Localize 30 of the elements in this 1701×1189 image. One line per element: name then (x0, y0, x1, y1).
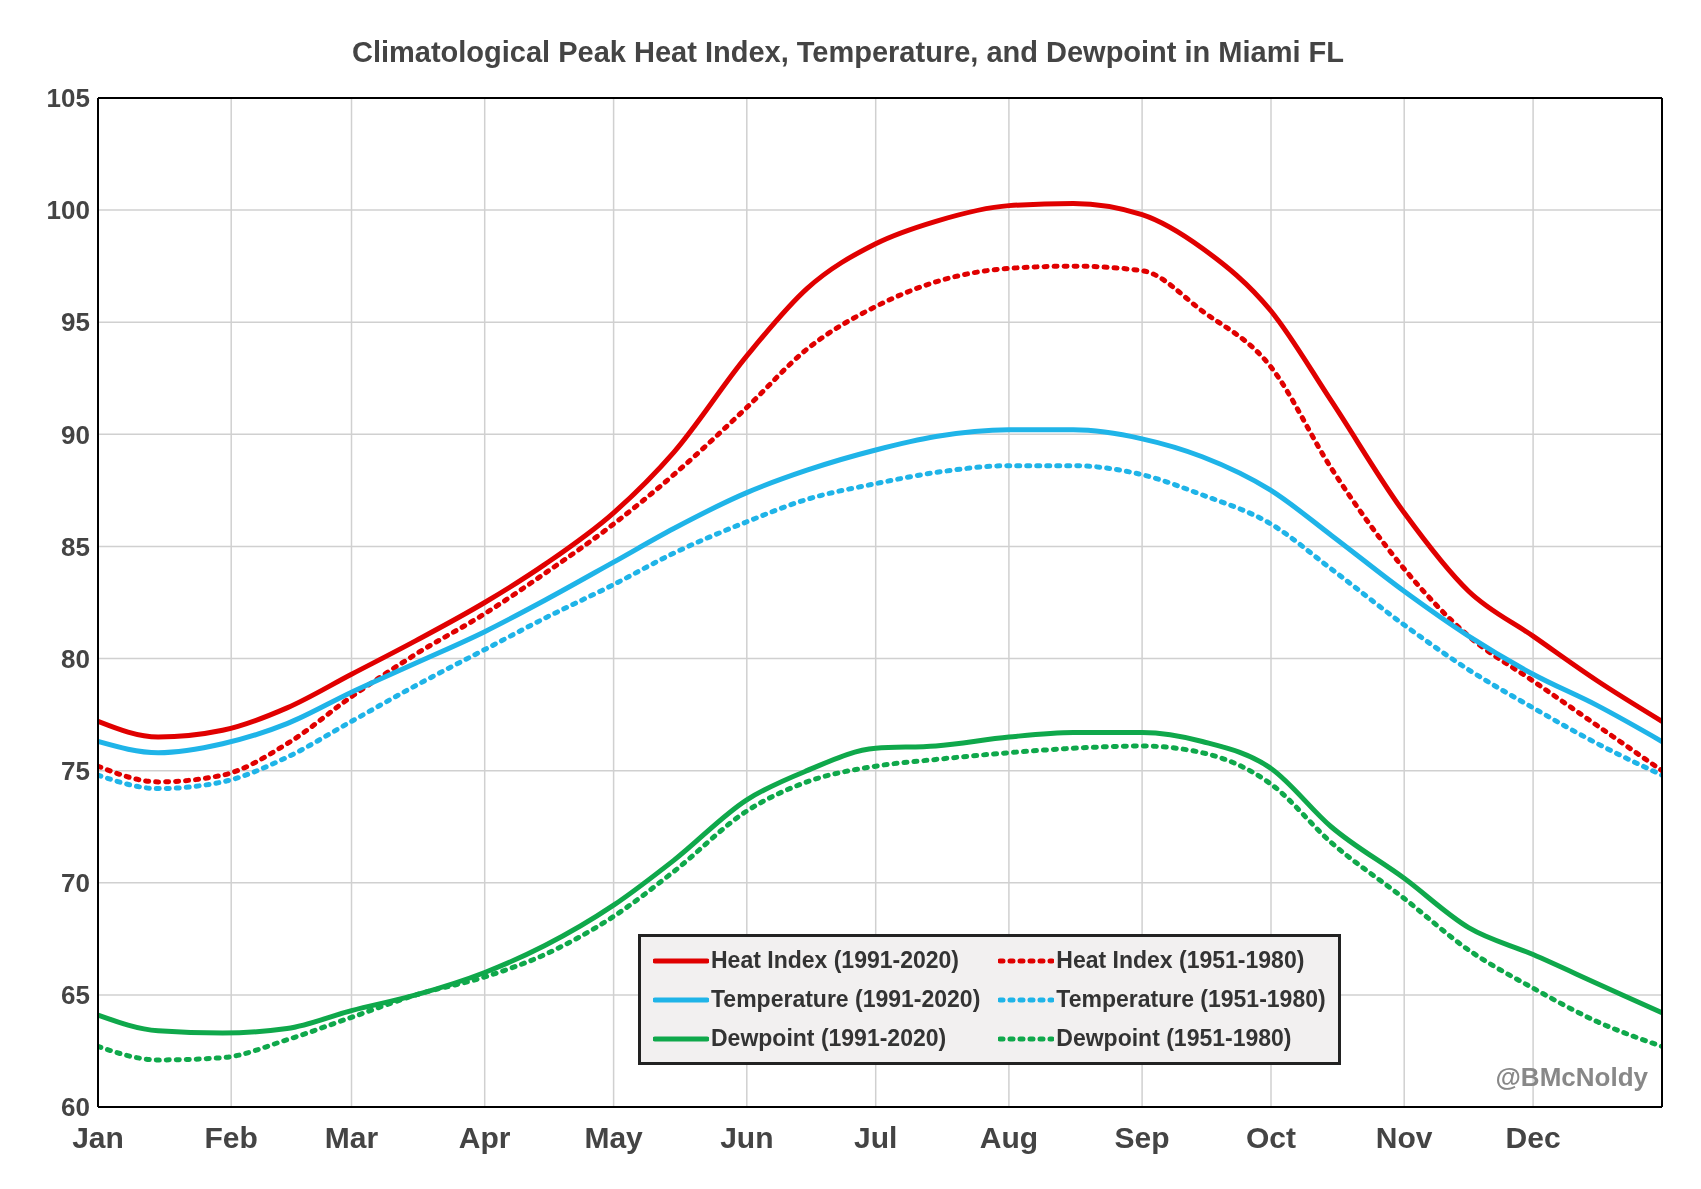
y-tick-label: 75 (61, 755, 90, 786)
x-tick-label: May (584, 1121, 644, 1155)
legend-label: Dewpoint (1991-2020) (711, 1025, 947, 1052)
y-tick-label: 70 (61, 868, 90, 899)
y-tick-label: 65 (61, 980, 90, 1011)
y-tick-label: 90 (61, 419, 90, 450)
y-tick-label: 105 (46, 83, 90, 114)
legend-label: Temperature (1951-1980) (1056, 986, 1326, 1013)
y-tick-label: 60 (61, 1092, 90, 1123)
x-tick-label: Oct (1245, 1121, 1297, 1155)
y-tick-label: 100 (46, 195, 90, 226)
y-tick-label: 85 (61, 531, 90, 562)
legend-label: Heat Index (1951-1980) (1056, 947, 1305, 974)
x-tick-label: Dec (1505, 1121, 1561, 1155)
x-tick-label: Nov (1375, 1121, 1433, 1155)
x-tick-label: Jun (720, 1121, 774, 1155)
chart-title: Climatological Peak Heat Index, Temperature, and Dewpoint in Miami FL (350, 35, 1346, 70)
y-tick-label: 95 (61, 307, 90, 338)
x-tick-label: Apr (458, 1121, 511, 1155)
y-tick-label: 80 (61, 643, 90, 674)
x-tick-label: Sep (1114, 1121, 1170, 1155)
legend-label: Temperature (1991-2020) (711, 986, 981, 1013)
x-tick-label: Jan (72, 1121, 124, 1155)
legend-label: Dewpoint (1951-1980) (1056, 1025, 1292, 1052)
legend-label: Heat Index (1991-2020) (711, 947, 960, 974)
annotation: @BMcNoldy (1495, 1062, 1648, 1093)
x-tick-label: Aug (979, 1121, 1039, 1155)
x-tick-label: Feb (204, 1121, 258, 1155)
x-tick-label: Mar (324, 1121, 379, 1155)
x-tick-label: Jul (854, 1121, 898, 1155)
